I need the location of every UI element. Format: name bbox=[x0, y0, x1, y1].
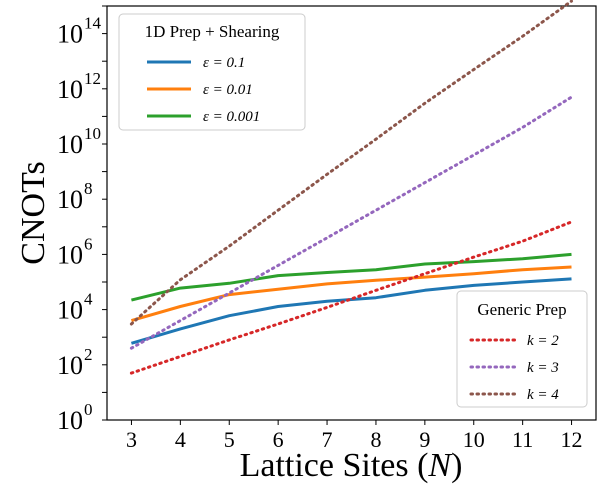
series-line-1 bbox=[130, 277, 572, 345]
x-axis-title: Lattice Sites (N) bbox=[240, 447, 463, 484]
series-line-5 bbox=[129, 95, 573, 350]
x-tick-label: 5 bbox=[224, 427, 235, 452]
x-tick-label: 3 bbox=[126, 427, 137, 452]
legend-label: ε = 0.001 bbox=[203, 109, 260, 125]
y-tick-exponent: 4 bbox=[84, 290, 93, 309]
x-tick-label: 9 bbox=[419, 427, 430, 452]
legend-label: k = 2 bbox=[527, 333, 559, 349]
x-tick-label: 4 bbox=[175, 427, 186, 452]
y-tick-label: 10 bbox=[57, 351, 83, 380]
x-tick-label: 10 bbox=[463, 427, 485, 452]
y-tick-exponent: 12 bbox=[84, 69, 101, 88]
y-tick-label: 10 bbox=[57, 20, 83, 49]
y-tick-exponent: 6 bbox=[84, 234, 93, 253]
legend-1d-prep: 1D Prep + Shearing ε = 0.1 ε = 0.01 ε = 0.… bbox=[118, 13, 306, 131]
y-tick-label: 10 bbox=[57, 406, 83, 435]
y-tick-label: 10 bbox=[57, 75, 83, 104]
series-line-2 bbox=[130, 265, 572, 323]
x-tick-label: 8 bbox=[370, 427, 381, 452]
y-axis-title: CNOTs bbox=[15, 161, 52, 264]
x-tick-label: 7 bbox=[322, 427, 333, 452]
y-tick-exponent: 14 bbox=[84, 14, 102, 33]
y-tick-exponent: 8 bbox=[84, 179, 93, 198]
x-tick-label: 6 bbox=[273, 427, 284, 452]
y-tick-label: 10 bbox=[57, 296, 83, 325]
legend-1d-prep-title: 1D Prep + Shearing bbox=[145, 22, 280, 41]
y-tick-label: 10 bbox=[57, 240, 83, 269]
x-tick-label: 11 bbox=[512, 427, 533, 452]
legend-label: ε = 0.1 bbox=[203, 55, 245, 71]
series-line-4 bbox=[129, 220, 573, 375]
legend-label: k = 3 bbox=[527, 360, 559, 376]
y-tick-exponent: 2 bbox=[84, 345, 93, 364]
legend-generic-prep: Generic Prep k = 2 k = 3 k = 4 bbox=[456, 290, 588, 408]
series-line-3 bbox=[131, 252, 572, 302]
y-tick-exponent: 0 bbox=[84, 400, 93, 419]
plot-frame bbox=[106, 5, 597, 421]
legend-label: ε = 0.01 bbox=[203, 82, 253, 98]
legend-label: k = 4 bbox=[527, 387, 559, 403]
y-tick-exponent: 10 bbox=[84, 124, 101, 143]
legend-generic-prep-title: Generic Prep bbox=[477, 300, 566, 319]
y-tick-label: 10 bbox=[57, 185, 83, 214]
series-line-6 bbox=[129, 0, 573, 326]
y-tick-label: 10 bbox=[57, 130, 83, 159]
x-tick-label: 12 bbox=[561, 427, 583, 452]
